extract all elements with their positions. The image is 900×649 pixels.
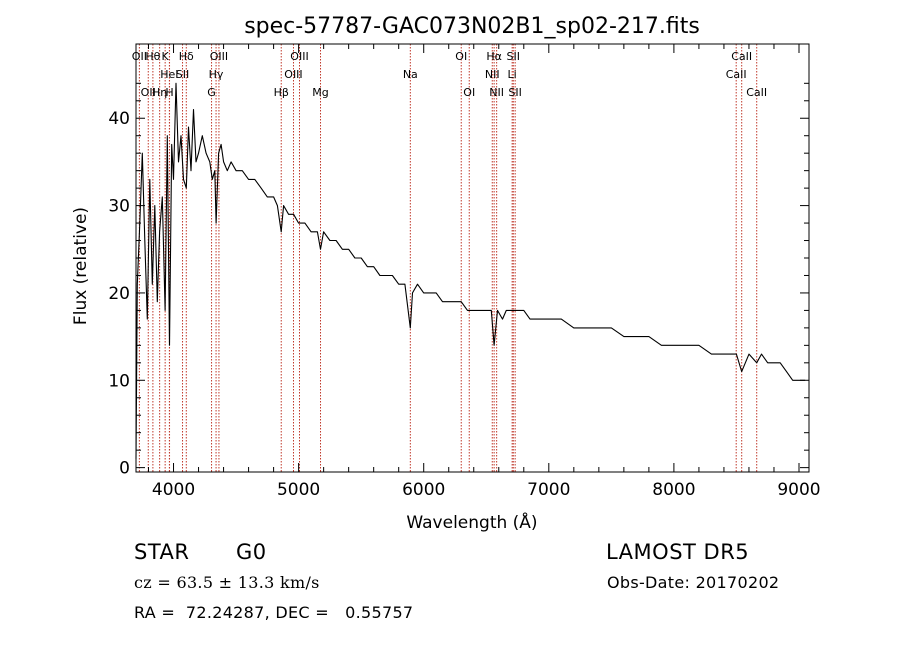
x-tick-label: 8000 [652, 480, 695, 500]
spectrum-line [135, 82, 806, 459]
redshift-velocity: cz = 63.5 ± 13.3 km/s [134, 573, 320, 592]
plot-frame [135, 43, 810, 473]
line-marker-label-10: Hγ [209, 68, 224, 81]
line-marker-label-12: Hβ [274, 86, 289, 99]
line-marker-label-7: SII [176, 68, 189, 81]
x-tick-label: 5000 [277, 480, 320, 500]
line-marker-label-24: SII [508, 86, 521, 99]
line-marker-label-27: CaII [746, 86, 767, 99]
line-marker-label-8: Hδ [179, 50, 194, 63]
line-marker-label-26: CaII [731, 50, 752, 63]
y-tick-label: 0 [119, 459, 130, 479]
line-markers [138, 44, 758, 472]
coordinates: RA = 72.24287, DEC = 0.55757 [134, 603, 414, 622]
spectrum-series [135, 82, 806, 459]
line-marker-label-5: HeI [160, 68, 178, 81]
line-marker-label-18: OI [463, 86, 475, 99]
line-marker-label-11: OIII [210, 50, 228, 63]
axis-ticks: 4000 5000 6000 7000 8000 9000 0 10 20 30 40 [108, 44, 821, 500]
x-axis-label: Wavelength (Å) [406, 511, 537, 533]
x-tick-label: 9000 [777, 480, 820, 500]
chart-title: spec-57787-GAC073N02B1_sp02-217.fits [244, 14, 700, 39]
y-tick-label: 20 [108, 284, 130, 304]
object-class: STAR [134, 540, 190, 564]
y-tick-label: 40 [108, 109, 130, 129]
line-marker-label-15: Mg [312, 86, 328, 99]
line-marker-label-16: Na [403, 68, 418, 81]
x-tick-label: 7000 [527, 480, 570, 500]
line-marker-label-2: Hθ [145, 50, 160, 63]
line-marker-label-22: Li [508, 68, 517, 81]
line-marker-label-9: G [207, 86, 216, 99]
line-marker-label-3: Hη [152, 86, 167, 99]
line-marker-label-17: OI [455, 50, 467, 63]
line-marker-label-21: NII [489, 86, 504, 99]
line-marker-label-1: OII [141, 86, 156, 99]
survey-name: LAMOST DR5 [606, 540, 750, 564]
y-tick-label: 30 [108, 197, 130, 217]
line-marker-label-20: Hα [486, 50, 502, 63]
line-marker-label-23: SII [507, 50, 520, 63]
x-tick-label: 4000 [152, 480, 195, 500]
line-marker-label-4: K [162, 50, 170, 63]
subclass: G0 [236, 540, 267, 564]
line-marker-labels: OIIOIIHθHηKHeIHSIIHδGHγOIIIHβOIIIOIIIMgN… [132, 50, 767, 99]
y-axis-label: Flux (relative) [71, 207, 91, 325]
y-tick-label: 10 [108, 371, 130, 391]
line-marker-label-25: CaII [726, 68, 747, 81]
line-marker-label-6: H [165, 86, 173, 99]
line-marker-label-13: OIII [284, 68, 302, 81]
x-tick-label: 6000 [402, 480, 445, 500]
line-marker-label-19: NII [485, 68, 500, 81]
line-marker-label-14: OIII [290, 50, 308, 63]
observation-date: Obs-Date: 20170202 [607, 573, 780, 592]
